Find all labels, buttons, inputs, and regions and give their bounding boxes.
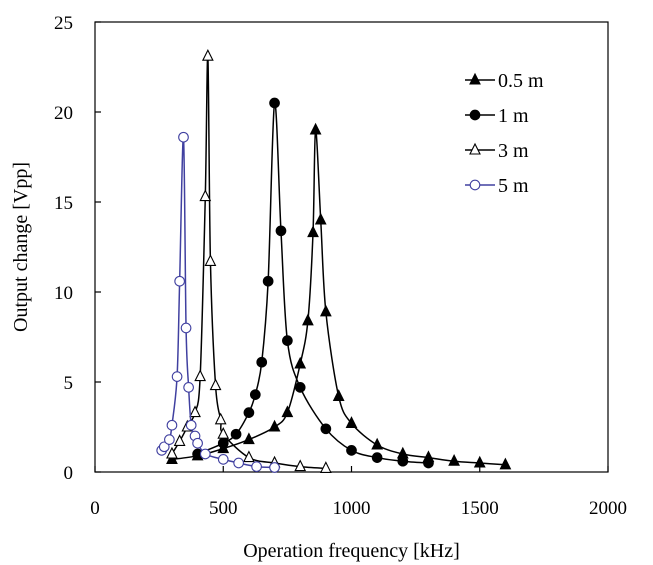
data-point <box>314 212 327 225</box>
data-point <box>262 275 274 287</box>
legend-item: 1 m <box>465 105 529 127</box>
axes: 0 500 1000 1500 2000 0 5 10 15 20 25 <box>54 13 627 519</box>
data-point <box>199 448 211 460</box>
data-point <box>158 441 170 453</box>
data-point <box>281 405 294 418</box>
y-tick-label: 20 <box>54 103 73 124</box>
data-point <box>194 369 207 382</box>
data-point <box>346 445 357 456</box>
series-3 <box>166 48 332 473</box>
data-point <box>251 461 262 472</box>
data-point <box>397 455 409 467</box>
y-tick-label: 0 <box>64 463 74 484</box>
x-tick-label: 1000 <box>333 498 371 519</box>
data-point <box>185 419 197 431</box>
data-point <box>174 275 185 287</box>
data-point <box>204 254 217 266</box>
legend-marker <box>469 179 481 191</box>
series-line <box>171 54 326 470</box>
data-point <box>269 97 280 109</box>
data-point <box>294 356 307 369</box>
data-point <box>499 457 512 470</box>
data-point <box>423 457 434 469</box>
legend-marker <box>469 109 481 121</box>
series-line <box>171 129 506 466</box>
data-point <box>233 457 244 469</box>
legend-marker <box>469 72 481 85</box>
data-point <box>171 371 183 382</box>
series-4 <box>156 131 280 473</box>
data-point <box>448 453 460 466</box>
data-point <box>209 378 222 391</box>
data-point <box>173 434 186 446</box>
legend-label: 3 m <box>498 140 529 162</box>
data-point <box>183 382 194 393</box>
y-tick-label: 25 <box>54 13 73 34</box>
data-point <box>243 450 255 463</box>
data-point <box>371 437 384 450</box>
series-group <box>156 48 512 473</box>
data-point <box>269 462 280 473</box>
data-point <box>282 335 293 346</box>
x-axis-title: Operation frequency [kHz] <box>243 540 460 562</box>
legend: 0.5 m 1 m 3 m 5 m <box>465 70 544 197</box>
data-point <box>166 446 178 459</box>
data-point <box>189 405 201 418</box>
data-point <box>214 412 227 425</box>
data-point <box>473 455 486 468</box>
data-point <box>302 313 314 326</box>
data-point <box>345 416 358 428</box>
data-point <box>217 437 229 449</box>
data-point <box>249 389 261 400</box>
x-tick-label: 1500 <box>461 498 499 519</box>
data-point <box>256 356 268 368</box>
data-point <box>201 48 214 61</box>
y-tick-label: 15 <box>54 193 73 214</box>
data-point <box>319 304 332 317</box>
data-point <box>178 131 189 143</box>
data-point <box>180 322 192 334</box>
data-point <box>230 428 242 440</box>
legend-item: 0.5 m <box>465 70 544 92</box>
data-point <box>164 434 175 445</box>
legend-label: 0.5 m <box>498 70 544 92</box>
data-point <box>217 454 229 465</box>
data-point <box>268 419 281 432</box>
x-tick-label: 2000 <box>589 498 627 519</box>
data-point <box>332 389 345 401</box>
data-point <box>294 459 307 472</box>
data-point <box>166 419 178 431</box>
series-line <box>197 102 429 464</box>
data-point <box>294 382 306 393</box>
data-point <box>243 407 255 418</box>
y-tick-label: 10 <box>54 283 73 304</box>
legend-label: 1 m <box>498 105 529 127</box>
legend-item: 3 m <box>465 140 529 162</box>
data-point <box>243 432 255 445</box>
legend-label: 5 m <box>498 175 529 197</box>
data-point <box>275 225 287 237</box>
data-point <box>309 122 322 135</box>
y-axis-title: Output change [Vpp] <box>10 162 32 332</box>
series-2 <box>192 97 434 469</box>
data-point <box>320 423 332 435</box>
data-point <box>192 437 203 449</box>
data-point <box>371 452 383 463</box>
data-point <box>307 225 319 238</box>
data-point <box>217 426 230 439</box>
y-tick-label: 5 <box>64 373 74 394</box>
x-tick-label: 0 <box>90 498 100 519</box>
legend-marker <box>469 142 481 155</box>
data-point <box>199 189 212 202</box>
data-point <box>319 461 332 473</box>
legend-item: 5 m <box>465 175 529 197</box>
x-tick-label: 500 <box>209 498 238 519</box>
